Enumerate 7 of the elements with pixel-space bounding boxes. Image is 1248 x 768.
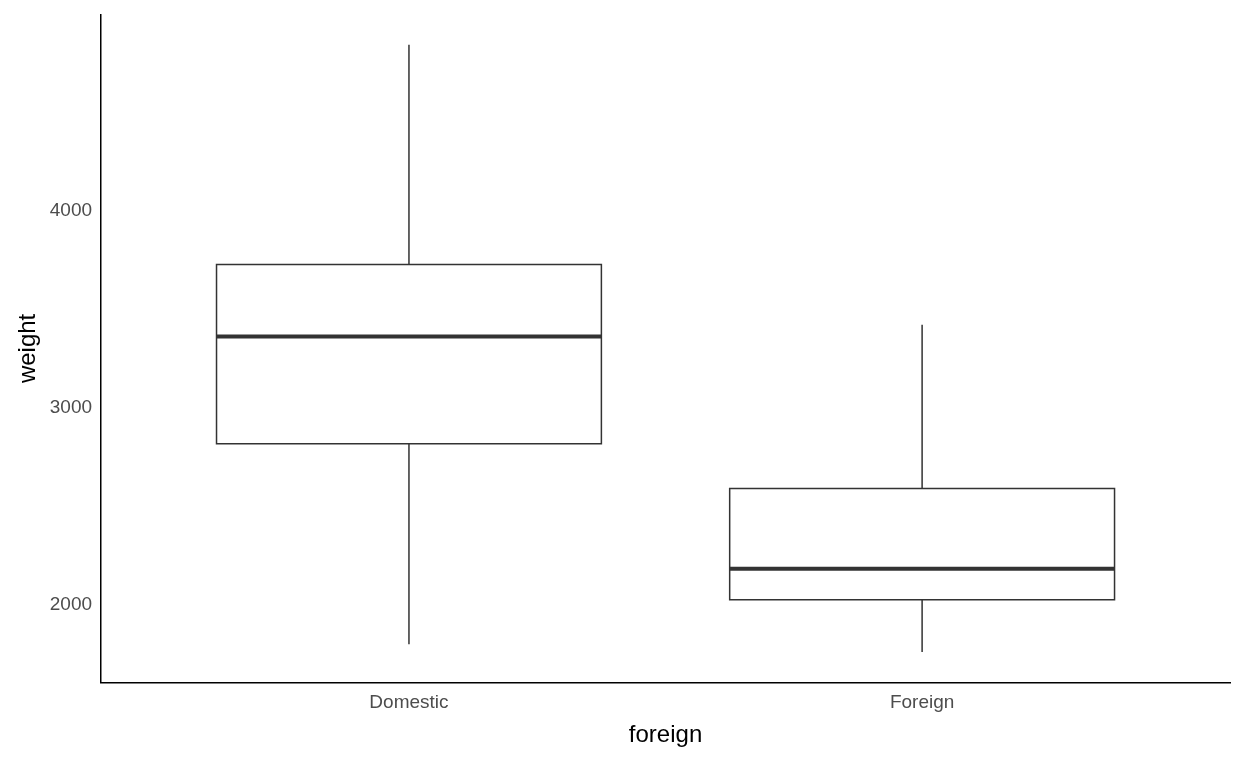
y-tick-label: 3000 — [49, 395, 93, 417]
y-axis-title: weight — [13, 313, 41, 385]
y-tick-label: 4000 — [49, 198, 93, 220]
x-axis-title: foreign — [628, 720, 703, 748]
x-tick-label: Foreign — [889, 691, 955, 713]
x-tick-label: Domestic — [369, 691, 449, 713]
y-tick-label: 2000 — [49, 592, 93, 614]
